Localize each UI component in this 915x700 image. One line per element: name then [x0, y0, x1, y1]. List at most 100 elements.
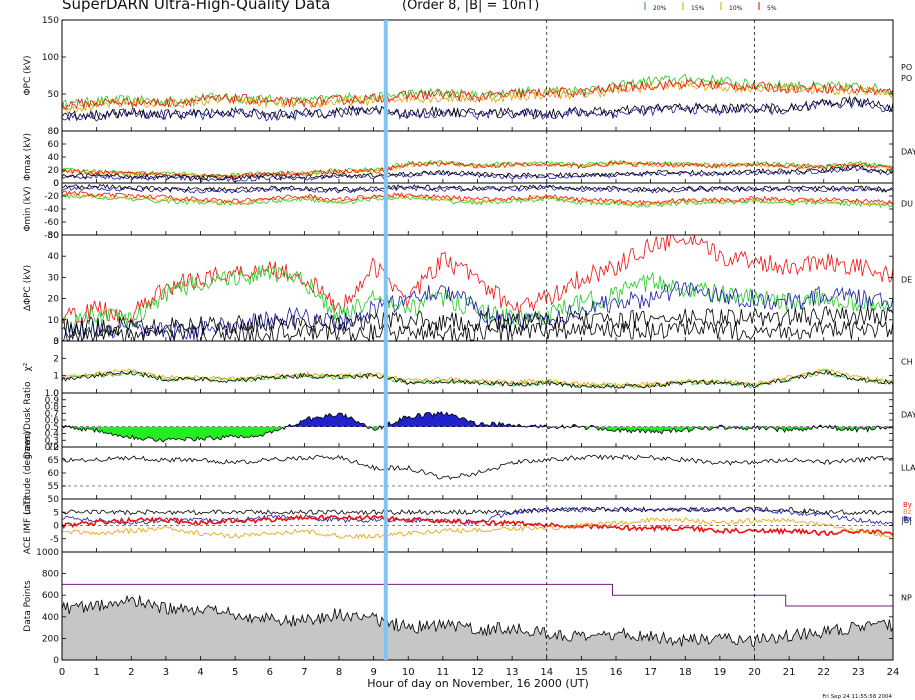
y-tick-label: 55 [48, 482, 59, 492]
y-axis-label: ΦPC (kV) [23, 55, 33, 95]
y-tick-label: 0 [53, 179, 59, 189]
y-tick-label: 80 [48, 127, 60, 137]
y-axis-label: Latitude (degrees) [23, 431, 33, 514]
x-tick-label: 15 [575, 667, 588, 678]
x-tick-label: 20 [748, 667, 761, 678]
y-axis-label: Data Points [23, 580, 33, 632]
y-tick-label: 0 [53, 127, 59, 137]
x-tick-label: 18 [679, 667, 692, 678]
series-line-blue [61, 185, 894, 194]
y-axis-label: Φmin (kV) [23, 186, 33, 231]
y-axis-label: ΔΦPC (kV) [23, 265, 33, 311]
y-tick-label: -60 [44, 218, 59, 228]
y-tick-label: 60 [48, 140, 60, 150]
print-timestamp: Fri Sep 24 11:55:58 2004 [822, 694, 892, 700]
right-label: PO [901, 63, 912, 72]
series-line-orange [61, 192, 894, 207]
legend-label: 5% [767, 5, 777, 12]
imf-legend-label: By [903, 501, 912, 509]
x-tick-label: 14 [540, 667, 553, 678]
y-tick-label: 0 [53, 337, 59, 347]
ratio-below-fill [62, 426, 893, 442]
x-tick-label: 9 [370, 667, 376, 678]
x-tick-label: 3 [163, 667, 169, 678]
series-line-black [61, 411, 894, 443]
y-tick-label: 0 [53, 522, 59, 532]
y-tick-label: 3 [53, 337, 59, 347]
y-axis-label: Dawn/Dusk Ratio [23, 381, 33, 459]
y-tick-label: 150 [42, 16, 59, 26]
y-tick-label: 50 [48, 495, 60, 505]
x-tick-label: 22 [817, 667, 830, 678]
x-tick-label: 1 [93, 667, 99, 678]
x-tick-label: 5 [232, 667, 238, 678]
right-label: NP [901, 594, 912, 603]
y-tick-label: 65 [48, 456, 59, 466]
y-tick-label: 0.2 [45, 443, 59, 453]
chart-title: SuperDARN Ultra-High-Quality Data [62, 0, 330, 13]
y-tick-label: 0.5 [45, 423, 59, 433]
y-tick-label: 0.3 [45, 436, 59, 446]
series-line-black [61, 165, 894, 181]
y-tick-label: 1 [53, 372, 59, 382]
x-tick-label: 24 [887, 667, 900, 678]
y-tick-label: 0.9 [45, 396, 60, 406]
panel-min: -80 -60 -40 -20 0 Φmin (kV) DU [23, 179, 913, 241]
y-axis-label: ACE IMF (nT) [23, 497, 33, 555]
y-tick-label: 70 [48, 443, 60, 453]
series-line-red [61, 190, 894, 206]
y-tick-label: 5 [53, 508, 59, 518]
y-tick-label: 50 [48, 90, 60, 100]
y-tick-label: 1000 [36, 548, 59, 558]
x-tick-label: 19 [714, 667, 727, 678]
series-line-red [61, 78, 894, 111]
x-tick-label: 8 [336, 667, 342, 678]
x-axis-label: Hour of day on November, 16 2000 (UT) [367, 677, 589, 690]
panel-pc: 0 50 100 150 ΦPC (kV) PO PO [23, 16, 912, 137]
y-tick-label: 0.8 [45, 403, 60, 413]
panel-max: 0 20 40 60 80 Φmax (kV) DAY [23, 127, 915, 189]
x-tick-label: 2 [128, 667, 134, 678]
series-line-blue [61, 97, 894, 122]
panel-np: 0 200 400 600 800 1000 Data Points NP [23, 548, 912, 666]
y-axis-label: Φmax (kV) [23, 133, 33, 181]
imf-legend-label: Bx [903, 515, 912, 523]
right-label: DE [901, 276, 912, 285]
x-tick-label: 0 [59, 667, 65, 678]
y-tick-label: 20 [48, 166, 60, 176]
y-tick-label: 30 [48, 273, 60, 283]
y-tick-label: 1.0 [45, 389, 60, 399]
y-tick-label: 0 [53, 656, 59, 666]
chart-subtitle: (Order 8, |B| = 10nT) [402, 0, 539, 13]
y-tick-label: 400 [42, 613, 59, 623]
y-tick-label: -80 [44, 231, 59, 241]
series-line-black [61, 454, 894, 480]
imf-legend-label: Bz [903, 508, 912, 516]
x-tick-label: 12 [471, 667, 484, 678]
y-tick-label: 0.6 [45, 416, 60, 426]
series-line-black [61, 305, 894, 337]
legend-label: 15% [691, 5, 705, 12]
x-tick-label: 4 [197, 667, 203, 678]
right-label: PO [901, 74, 912, 83]
y-axis-label: χ² [23, 362, 33, 371]
series-line-black [61, 95, 894, 122]
y-tick-label: 800 [42, 570, 59, 580]
y-tick-label: 0.7 [45, 409, 59, 419]
y-tick-label: 40 [48, 252, 60, 262]
np-step-line [62, 583, 893, 607]
series-line-orange [61, 80, 894, 114]
y-tick-label: 40 [48, 153, 60, 163]
legend-label: 10% [729, 5, 743, 12]
x-tick-label: 10 [402, 667, 415, 678]
x-tick-label: 13 [506, 667, 519, 678]
legend-label: 20% [653, 5, 667, 12]
y-tick-label: 0 [53, 179, 59, 189]
data-points-fill [62, 595, 893, 660]
series-line-black [61, 369, 894, 389]
y-tick-label: 60 [48, 469, 60, 479]
x-tick-label: 11 [437, 667, 450, 678]
